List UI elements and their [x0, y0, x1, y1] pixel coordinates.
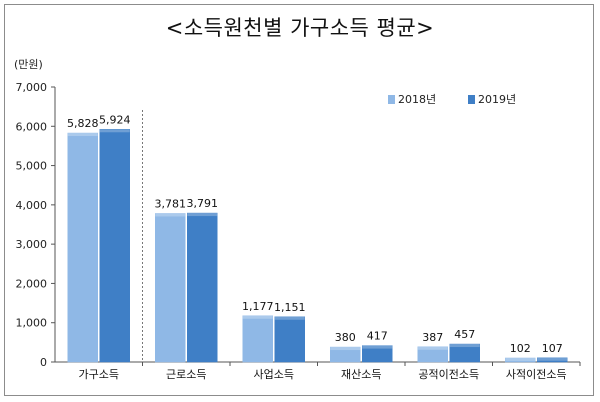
- bar-2018: [242, 315, 273, 363]
- bar-2018: [330, 346, 361, 363]
- bar-highlight: [187, 213, 218, 217]
- category-label: 사업소득: [254, 368, 294, 381]
- bar-highlight: [449, 344, 480, 348]
- data-label: 5,828: [67, 117, 99, 130]
- bar-2019: [362, 345, 393, 363]
- bar-2019: [537, 357, 568, 363]
- bar-2018: [67, 132, 98, 363]
- bar-2018: [505, 357, 536, 363]
- bar-2019: [274, 316, 305, 363]
- bar-highlight: [330, 347, 361, 351]
- bar-highlight: [67, 133, 98, 137]
- category-label: 사적이전소득: [506, 368, 567, 381]
- data-label: 380: [335, 331, 356, 344]
- bar-highlight: [155, 213, 186, 217]
- category-label: 공적이전소득: [418, 368, 479, 381]
- y-tick-label: 4,000: [16, 199, 48, 212]
- data-label: 3,781: [155, 197, 187, 210]
- data-label: 5,924: [99, 113, 131, 126]
- bar-2019: [187, 212, 218, 363]
- data-label: 1,151: [274, 301, 306, 314]
- data-label: 102: [510, 342, 531, 355]
- data-label: 417: [367, 330, 388, 343]
- data-label: 107: [542, 342, 563, 355]
- legend-swatch-2018: [388, 95, 395, 104]
- bar-highlight: [537, 357, 568, 361]
- category-label: 재산소득: [341, 368, 381, 381]
- y-axis-unit-label: (만원): [14, 58, 43, 71]
- y-tick-label: 7,000: [16, 81, 48, 94]
- y-tick-label: 1,000: [16, 317, 48, 330]
- data-label: 387: [422, 331, 443, 344]
- bar-2019: [99, 129, 130, 363]
- bar-highlight: [242, 315, 273, 319]
- bar-highlight: [505, 357, 536, 361]
- data-label: 457: [454, 328, 475, 341]
- bar-highlight: [417, 346, 448, 350]
- legend-label: 2018년: [398, 93, 436, 106]
- y-tick-label: 5,000: [16, 160, 48, 173]
- bar-2018: [155, 213, 186, 363]
- y-tick-label: 2,000: [16, 277, 48, 290]
- category-label: 근로소득: [166, 368, 206, 381]
- chart-title: <소득원천별 가구소득 평균>: [165, 16, 435, 40]
- bar-2019: [449, 343, 480, 363]
- y-tick-label: 3,000: [16, 238, 48, 251]
- bar-highlight: [99, 129, 130, 133]
- y-tick-label: 0: [40, 356, 47, 369]
- bar-2018: [417, 346, 448, 363]
- legend-label: 2019년: [478, 93, 516, 106]
- data-label: 3,791: [187, 197, 219, 210]
- bar-highlight: [274, 316, 305, 320]
- category-label: 가구소득: [79, 368, 119, 381]
- y-tick-label: 6,000: [16, 120, 48, 133]
- bar-highlight: [362, 345, 393, 349]
- data-label: 1,177: [242, 300, 274, 313]
- legend-swatch-2019: [468, 95, 475, 104]
- plot-area: 0 1,000 2,000 3,000 4,000 5,000 6,000 7,000 가구소득…: [16, 81, 581, 381]
